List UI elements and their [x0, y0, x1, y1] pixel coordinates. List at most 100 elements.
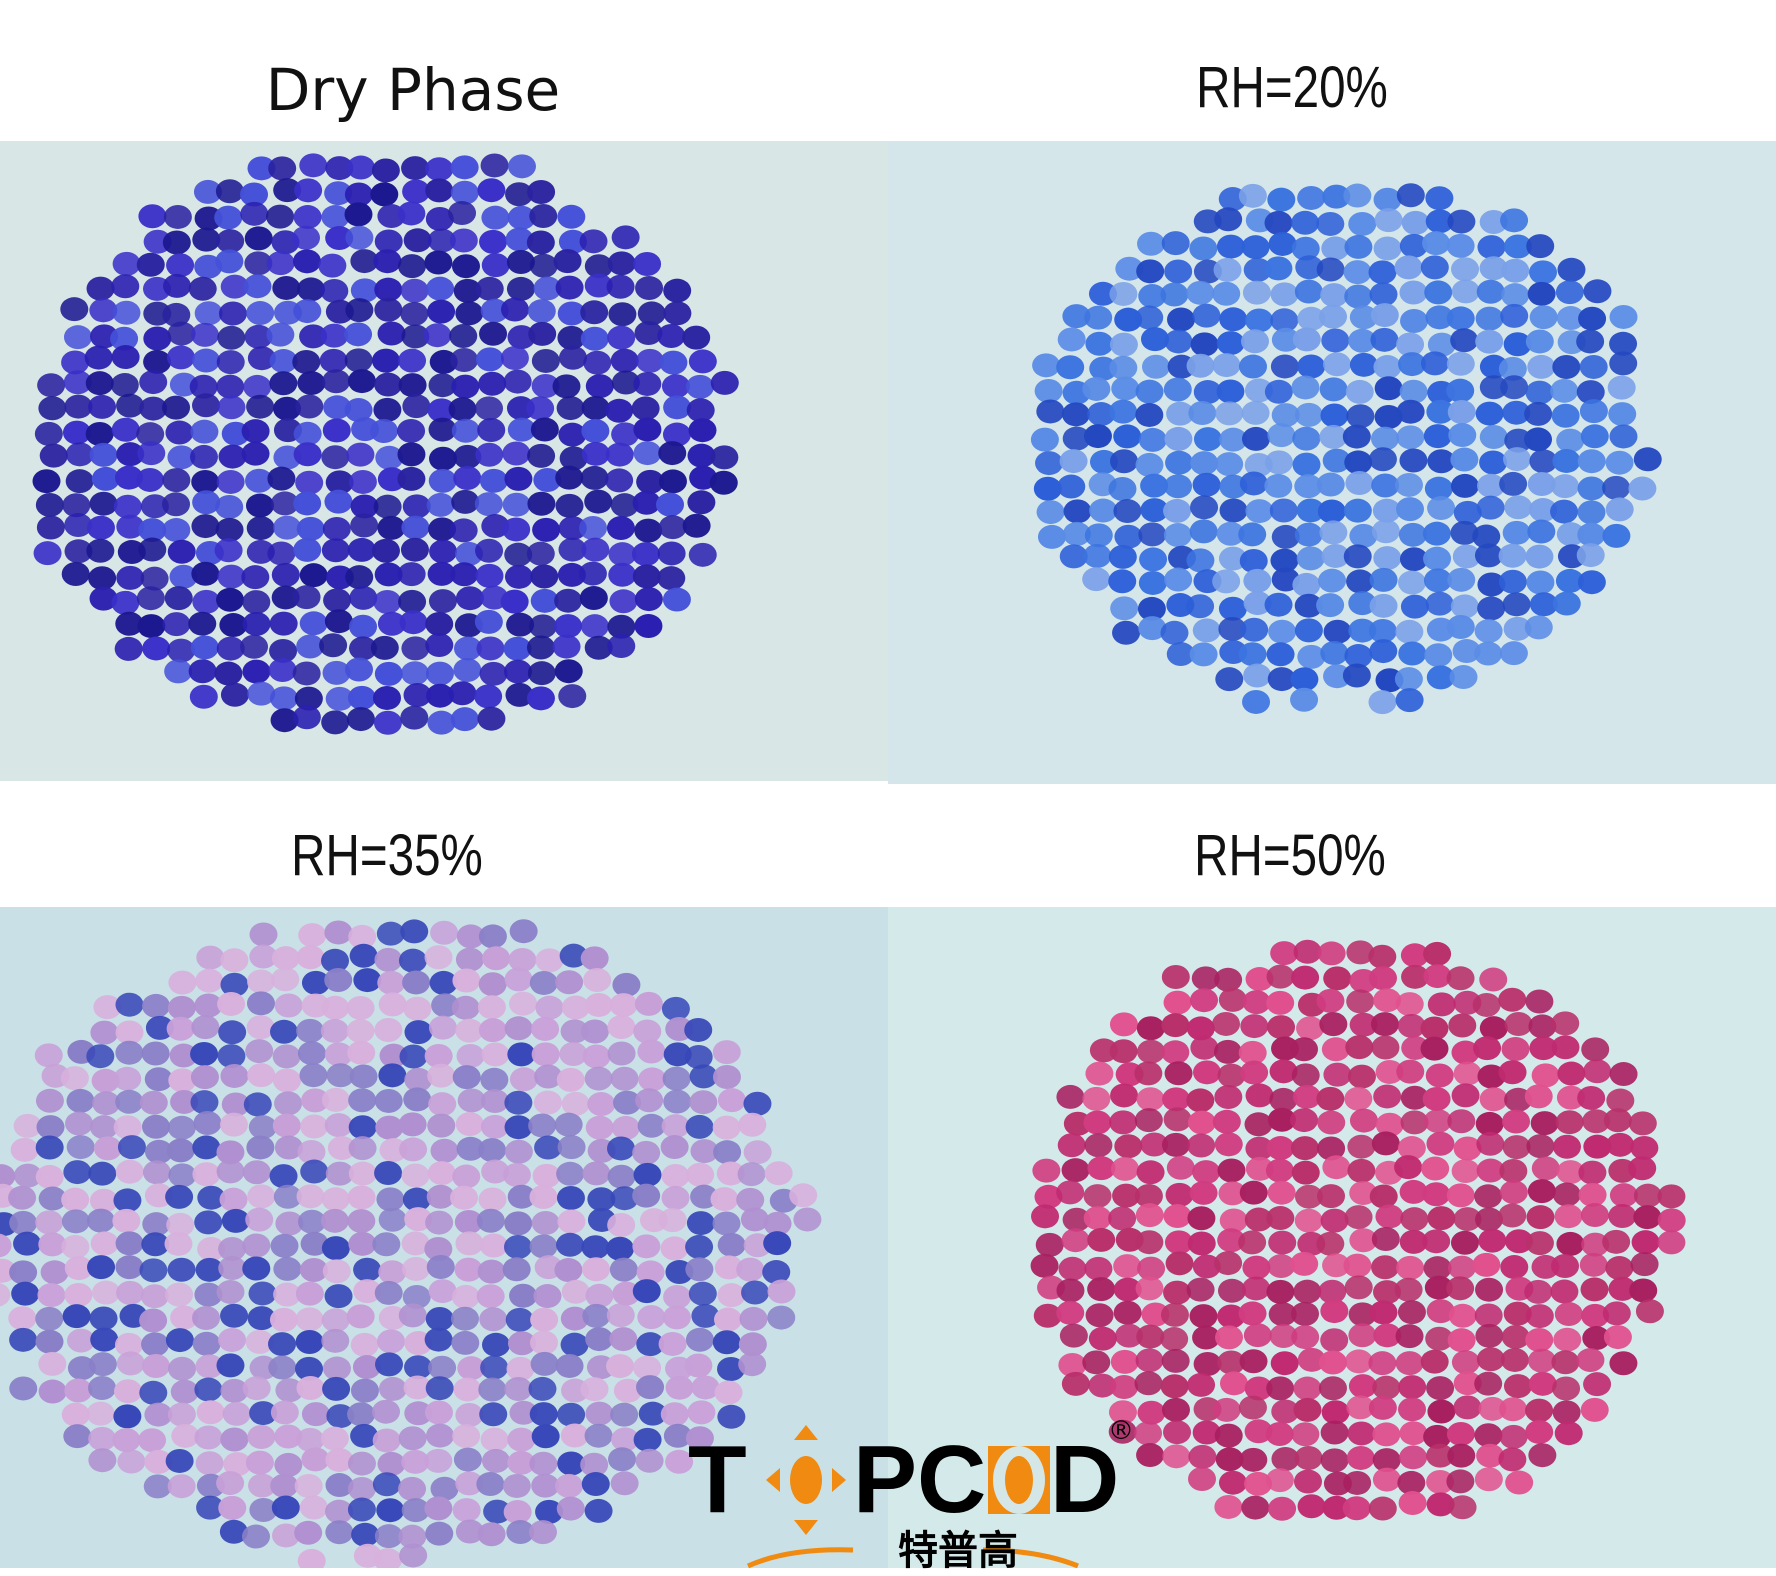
bead	[1163, 523, 1192, 548]
bead	[370, 419, 399, 444]
bead	[1113, 1254, 1142, 1279]
bead	[1164, 1230, 1193, 1255]
bead	[1140, 1132, 1169, 1157]
bead	[169, 564, 198, 589]
bead	[166, 1212, 195, 1237]
bead	[736, 1257, 765, 1282]
bead	[528, 321, 557, 346]
bead	[348, 924, 377, 949]
bead	[321, 995, 350, 1020]
bead	[1550, 1279, 1579, 1304]
bead	[1368, 260, 1397, 285]
bead	[448, 681, 477, 706]
bead	[1349, 1108, 1378, 1133]
bead	[1578, 306, 1607, 331]
bead	[296, 945, 325, 970]
bead	[1399, 233, 1428, 258]
bead	[1162, 1444, 1191, 1469]
bead	[475, 396, 504, 421]
bead	[218, 1495, 247, 1520]
bead	[584, 489, 613, 514]
bead	[663, 278, 692, 303]
bead	[427, 228, 456, 253]
bead	[242, 611, 271, 636]
bead	[479, 661, 508, 686]
bead	[1583, 1134, 1612, 1159]
bead	[62, 420, 91, 445]
bead	[247, 1306, 276, 1331]
bead	[377, 515, 406, 540]
bead	[423, 323, 452, 348]
bead	[403, 1375, 432, 1400]
bead	[1368, 690, 1397, 715]
bead	[324, 181, 353, 206]
bead	[215, 494, 244, 519]
bead	[64, 539, 93, 564]
bead	[1320, 1328, 1349, 1353]
bead	[299, 563, 328, 588]
bead	[610, 1402, 639, 1427]
bead	[656, 492, 685, 517]
bead	[481, 1448, 510, 1473]
bead	[633, 417, 662, 442]
bead	[611, 1427, 640, 1452]
bead	[353, 968, 382, 993]
bead	[86, 1208, 115, 1233]
bead	[610, 493, 639, 518]
bead	[505, 682, 534, 707]
bead	[249, 1401, 278, 1426]
bead	[320, 1426, 349, 1451]
bead	[1320, 1208, 1349, 1233]
bead	[1371, 1035, 1400, 1060]
bead	[552, 634, 581, 659]
bead	[301, 1088, 330, 1113]
bead	[793, 1207, 822, 1232]
bead	[1451, 1159, 1480, 1184]
bead	[1447, 1443, 1476, 1468]
bead	[269, 686, 298, 711]
bead	[299, 1495, 328, 1520]
bead	[216, 636, 245, 661]
bead	[606, 274, 635, 299]
bead	[295, 1281, 324, 1306]
bead	[529, 1330, 558, 1355]
bead	[1502, 400, 1531, 425]
bead	[685, 1114, 714, 1139]
bead	[582, 1044, 611, 1069]
bead	[145, 1015, 174, 1040]
bead	[505, 1307, 534, 1332]
bead	[1372, 498, 1401, 523]
bead	[1447, 209, 1476, 234]
bead	[502, 1257, 531, 1282]
bead	[216, 1159, 245, 1184]
bead	[344, 182, 373, 207]
bead	[1212, 1109, 1241, 1134]
bead	[144, 1139, 173, 1164]
bead	[1501, 258, 1530, 283]
bead	[320, 1018, 349, 1043]
bead	[1112, 1183, 1141, 1208]
bead	[144, 1449, 173, 1474]
bead	[714, 1255, 743, 1280]
bead	[1321, 236, 1350, 261]
bead	[297, 1548, 326, 1568]
bead	[1110, 449, 1139, 474]
bead	[424, 1448, 453, 1473]
bead	[1394, 1277, 1423, 1302]
bead	[475, 276, 504, 301]
bead	[218, 1020, 247, 1045]
bead	[270, 708, 299, 733]
bead	[1291, 375, 1320, 400]
bead	[165, 1184, 194, 1209]
bead	[195, 1257, 224, 1282]
bead	[242, 1376, 271, 1401]
bead	[373, 710, 402, 735]
bead	[189, 684, 218, 709]
bead	[480, 1114, 509, 1139]
bead	[322, 418, 351, 443]
bead	[1420, 1016, 1449, 1041]
photo-rh35	[0, 907, 888, 1568]
bead	[1477, 596, 1506, 621]
bead	[1163, 1280, 1192, 1305]
bead	[1424, 1275, 1453, 1300]
